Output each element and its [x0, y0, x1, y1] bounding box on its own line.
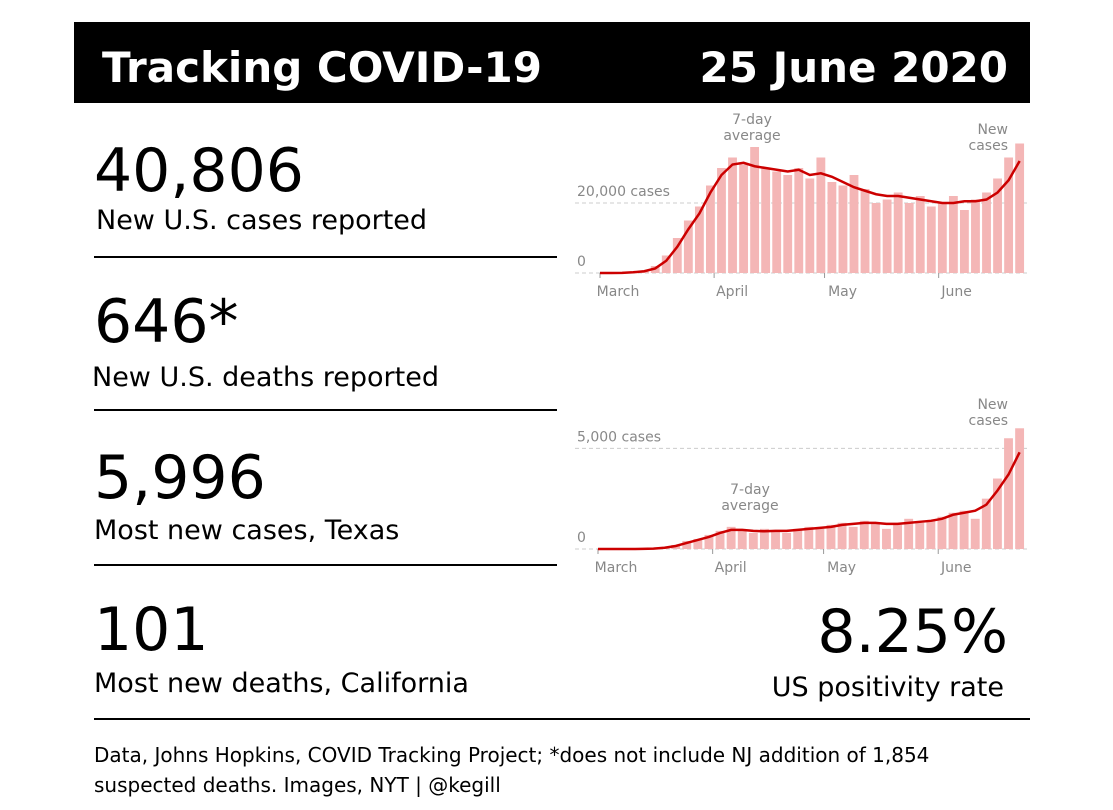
bar: [893, 192, 903, 273]
average-line: [600, 160, 1021, 275]
bar: [926, 520, 936, 549]
x-tick-label: April: [715, 560, 747, 576]
positivity-label: US positivity rate: [772, 672, 1004, 703]
bar: [937, 203, 947, 273]
bar: [706, 185, 715, 273]
x-tick-label: April: [716, 284, 748, 300]
bar: [682, 540, 692, 549]
bar: [726, 526, 736, 549]
stat-label: Most new deaths, California: [94, 668, 469, 699]
bar: [683, 220, 693, 273]
bar: [661, 255, 671, 273]
bar: [915, 196, 925, 273]
bar: [804, 526, 814, 549]
bar: [959, 510, 969, 549]
bar: [915, 522, 925, 549]
date: 25 June 2020: [700, 43, 1009, 92]
bar: [826, 524, 836, 549]
bar: [827, 182, 837, 273]
bar: [1004, 157, 1014, 273]
footnote: suspected deaths. Images, NYT | @kegill: [94, 773, 501, 797]
series-label: 7-day average: [721, 482, 778, 514]
y-tick-label: 20,000 cases: [577, 184, 670, 200]
bar: [1015, 428, 1025, 549]
bar: [737, 530, 747, 549]
bar: [948, 512, 958, 549]
stat-value: 5,996: [94, 443, 266, 513]
bar: [993, 178, 1002, 273]
bar: [694, 206, 704, 273]
bar: [893, 524, 902, 549]
positivity-value: 8.25%: [817, 597, 1008, 667]
footnote: Data, Johns Hopkins, COVID Tracking Proj…: [94, 743, 929, 767]
series-label: 7-day average: [723, 112, 780, 144]
bar: [982, 192, 991, 273]
bar: [871, 203, 881, 273]
x-tick-label: March: [597, 284, 640, 300]
series-label: New cases: [969, 397, 1008, 429]
bar: [739, 164, 748, 273]
stat-value: 40,806: [94, 136, 304, 206]
bar: [937, 516, 947, 549]
bar: [704, 534, 714, 549]
x-tick-label: May: [828, 284, 857, 300]
bar: [759, 528, 769, 549]
bar: [794, 168, 804, 273]
average-line: [598, 451, 1021, 551]
bar: [860, 189, 870, 273]
header-bar: [74, 22, 1030, 103]
bar: [882, 199, 892, 273]
bar: [838, 185, 848, 273]
bar: [748, 532, 758, 549]
bar: [693, 538, 703, 549]
bar: [783, 175, 793, 273]
bar: [981, 498, 991, 549]
bar: [849, 175, 859, 273]
stat-label: New U.S. deaths reported: [92, 362, 439, 393]
series-label: New cases: [969, 122, 1008, 154]
bar: [837, 522, 847, 549]
title: Tracking COVID-19: [102, 43, 542, 92]
bar: [793, 528, 803, 549]
y-tick-label: 0: [577, 254, 586, 270]
bar: [772, 171, 782, 273]
stat-value: 646*: [94, 287, 239, 357]
bar: [904, 518, 914, 549]
bar: [728, 157, 737, 273]
bar: [848, 526, 858, 549]
bar: [815, 528, 825, 549]
x-tick-label: June: [940, 284, 972, 300]
bar: [926, 206, 936, 273]
bar: [859, 520, 869, 549]
x-tick-label: June: [940, 560, 972, 576]
bar: [750, 147, 760, 273]
y-tick-label: 5,000 cases: [577, 429, 661, 445]
bar: [970, 518, 980, 549]
bar: [715, 530, 725, 549]
bar: [816, 157, 826, 273]
bar: [960, 210, 969, 273]
stat-label: Most new cases, Texas: [94, 515, 399, 546]
bar: [1004, 438, 1013, 549]
stat-value: 101: [94, 595, 209, 665]
bar: [805, 178, 815, 273]
x-tick-label: March: [595, 560, 638, 576]
bar: [870, 522, 880, 549]
y-tick-label: 0: [577, 530, 586, 546]
bar: [1015, 143, 1025, 273]
bar: [717, 168, 726, 273]
bar: [672, 238, 682, 273]
bar: [971, 199, 980, 273]
bar: [782, 532, 792, 549]
bar: [992, 478, 1002, 549]
bar: [761, 168, 771, 273]
bar: [948, 196, 958, 273]
bar: [904, 203, 914, 273]
x-tick-label: May: [827, 560, 856, 576]
stat-label: New U.S. cases reported: [96, 205, 427, 236]
bar: [882, 528, 891, 549]
bar: [771, 530, 780, 549]
